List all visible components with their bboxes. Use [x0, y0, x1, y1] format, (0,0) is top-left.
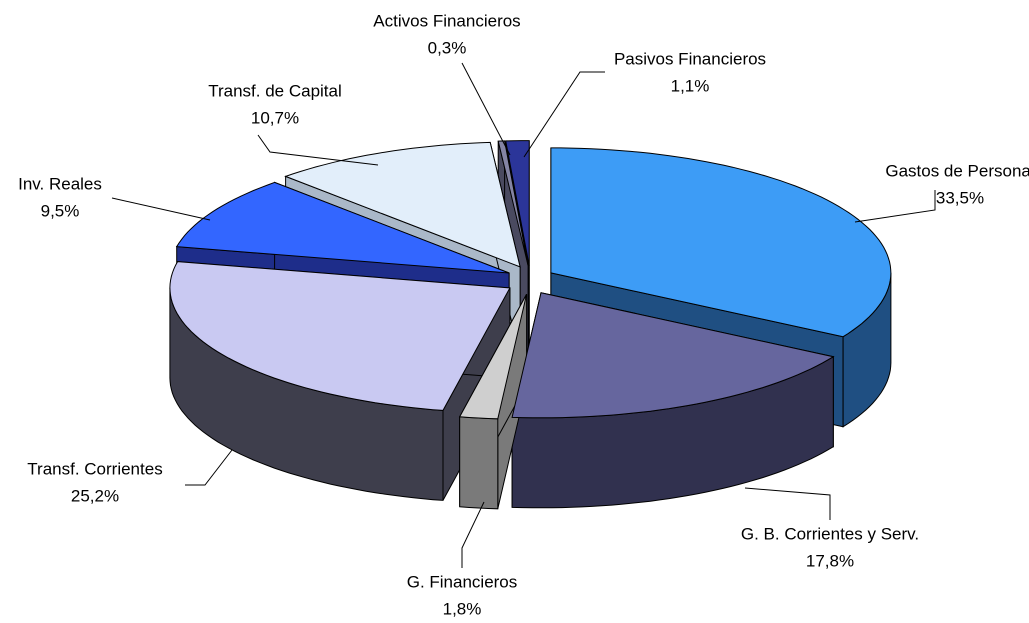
slice-label: Inv. Reales — [18, 174, 102, 193]
leader-line — [185, 449, 233, 486]
leader-line — [854, 190, 936, 223]
slice — [284, 141, 521, 268]
leader-line — [523, 71, 605, 158]
slice-value-label: 1,1% — [671, 76, 710, 95]
slice-value-label: 9,5% — [41, 201, 80, 220]
slice-label: G. B. Corrientes y Serv. — [741, 524, 919, 543]
slice-label: Pasivos Financieros — [614, 49, 766, 68]
slice-value-label: 0,3% — [428, 38, 467, 57]
labels: Gastos de Personal 33,5% G. B. Corrientes … — [18, 11, 1029, 618]
slice — [497, 140, 529, 266]
slice-value-label: 25,2% — [71, 486, 119, 505]
slice-label: Activos Financieros — [373, 11, 520, 30]
slice-value-label: 1,8% — [443, 599, 482, 618]
slice-label: G. Financieros — [407, 572, 518, 591]
slice — [550, 147, 892, 338]
slice — [175, 181, 510, 274]
leader-line — [461, 62, 511, 156]
leader-line — [257, 134, 379, 166]
slice — [458, 294, 528, 420]
slice-value-label: 17,8% — [806, 551, 854, 570]
slice-value-label: 33,5% — [936, 188, 984, 207]
leader-line — [744, 487, 831, 520]
slice-value-label: 10,7% — [251, 108, 299, 127]
slice-label: Transf. Corrientes — [27, 459, 162, 478]
slice — [505, 140, 530, 266]
leader-line — [461, 501, 485, 568]
pie-tops — [169, 140, 892, 420]
slice — [511, 292, 835, 419]
slice-label: Transf. de Capital — [208, 81, 342, 100]
slice-label: Gastos de Personal — [885, 161, 1029, 180]
slice-side — [459, 416, 499, 510]
slice — [169, 261, 511, 411]
leader-line — [111, 197, 211, 221]
